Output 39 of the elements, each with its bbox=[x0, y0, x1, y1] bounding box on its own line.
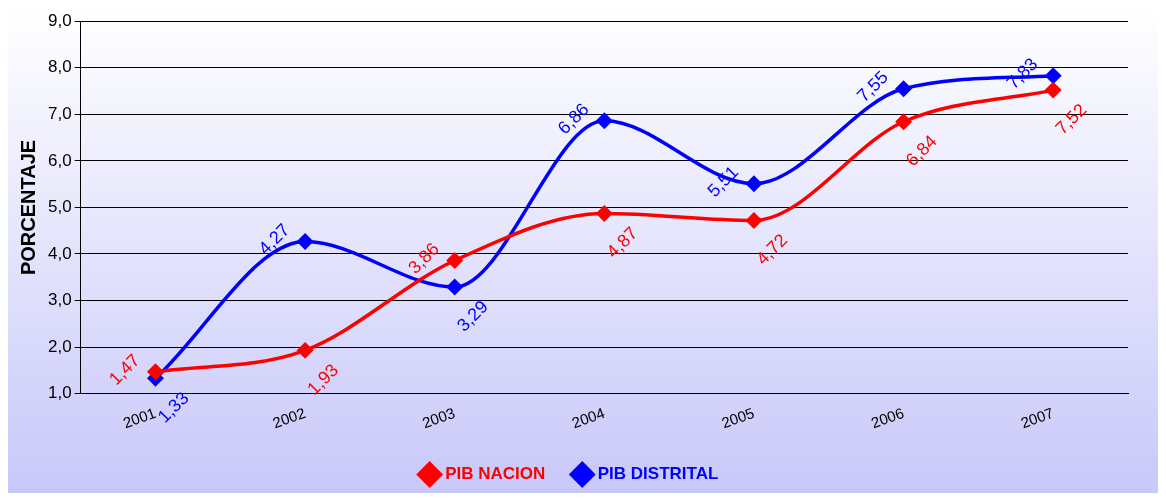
point bbox=[147, 364, 164, 380]
point bbox=[746, 212, 762, 229]
y-axis-title: PORCENTAJE bbox=[16, 139, 39, 276]
data-label: 4,72 bbox=[752, 229, 792, 269]
y-tick-label: 9,0 bbox=[47, 10, 72, 30]
x-tick-label: 2004 bbox=[569, 403, 607, 432]
data-label: 4,27 bbox=[254, 219, 294, 259]
point bbox=[596, 205, 613, 222]
x-tick-label: 2002 bbox=[270, 403, 308, 432]
data-label: 3,86 bbox=[404, 238, 444, 278]
legend-label: PIB NACION bbox=[445, 464, 546, 484]
point bbox=[446, 279, 463, 295]
point bbox=[297, 342, 313, 359]
y-tick-label: 3,0 bbox=[47, 290, 72, 310]
data-label: 7,52 bbox=[1051, 99, 1091, 139]
y-tick-label: 4,0 bbox=[47, 243, 72, 263]
point bbox=[746, 175, 762, 192]
x-tick-label: 2007 bbox=[1018, 403, 1056, 432]
point bbox=[1045, 82, 1061, 98]
x-tick-label: 2006 bbox=[868, 403, 907, 432]
x-tick-label: 2001 bbox=[120, 403, 158, 432]
data-label: 6,86 bbox=[553, 99, 593, 138]
y-tick-label: 1,0 bbox=[47, 383, 72, 403]
point bbox=[895, 114, 912, 130]
y-tick-label: 8,0 bbox=[47, 57, 72, 77]
x-tick-label: 2003 bbox=[419, 403, 458, 432]
point bbox=[297, 233, 313, 250]
data-label: 6,84 bbox=[901, 131, 941, 171]
y-tick-label: 7,0 bbox=[47, 104, 72, 124]
point bbox=[895, 80, 912, 97]
y-tick-label: 5,0 bbox=[47, 197, 72, 217]
point bbox=[1045, 67, 1061, 84]
point bbox=[446, 252, 463, 269]
legend-label: PIB DISTRITAL bbox=[597, 464, 719, 484]
data-label: 3,29 bbox=[452, 296, 492, 336]
y-tick-label: 6,0 bbox=[47, 150, 72, 170]
x-tick-label: 2005 bbox=[719, 403, 757, 432]
y-tick-label: 2,0 bbox=[47, 336, 72, 356]
point bbox=[596, 113, 613, 129]
